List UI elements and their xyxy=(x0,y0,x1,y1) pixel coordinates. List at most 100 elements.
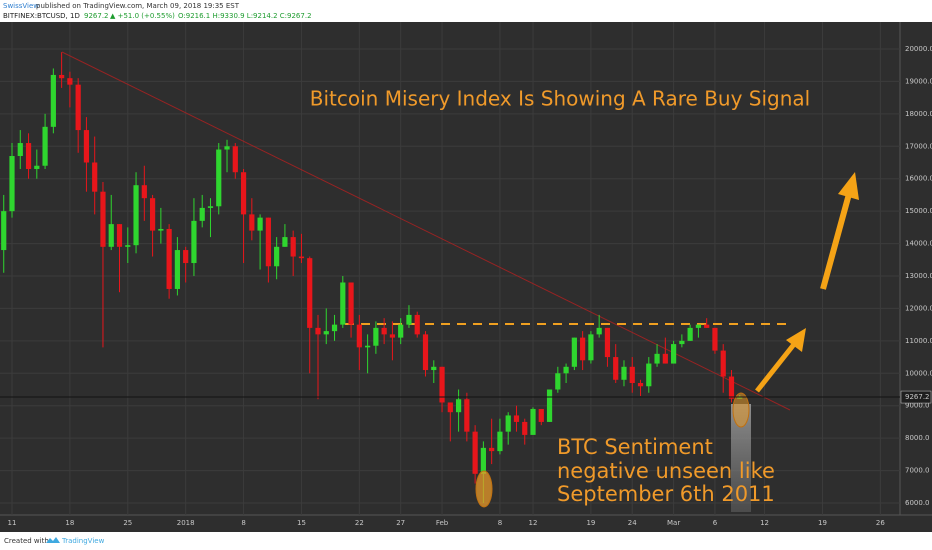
y-tick-label: 7000.0 xyxy=(905,467,930,475)
candle-body xyxy=(100,191,106,247)
candle-body xyxy=(480,447,486,474)
x-tick-label: 22 xyxy=(355,519,364,527)
x-tick-label: 18 xyxy=(65,519,74,527)
candle-body xyxy=(224,146,230,150)
annotation: BTC Sentiment xyxy=(557,435,713,459)
x-tick-label: 2018 xyxy=(177,519,195,527)
candle-body xyxy=(538,408,544,422)
ohlc: O:9216.1 H:9330.9 L:9214.2 C:9267.2 xyxy=(178,12,312,20)
candle-body xyxy=(373,327,379,346)
tv-logo xyxy=(46,537,60,543)
candle-body xyxy=(720,350,726,377)
change: ▲ +51.0 (+0.55%) xyxy=(110,12,175,20)
candle-body xyxy=(274,246,280,267)
candle-body xyxy=(455,399,462,413)
candle-body xyxy=(414,314,420,335)
candle-body xyxy=(381,327,387,335)
candle-body xyxy=(563,366,569,374)
candle-body xyxy=(431,366,437,371)
candle-body xyxy=(365,345,371,348)
arrow-big xyxy=(820,193,852,290)
y-tick-label: 14000.0 xyxy=(905,240,932,248)
y-tick-label: 9000.0 xyxy=(905,402,930,410)
x-tick-label: 8 xyxy=(498,519,502,527)
candle-body xyxy=(662,353,668,364)
candle-body xyxy=(315,327,321,335)
candle-body xyxy=(687,327,693,341)
candle-body xyxy=(522,421,528,435)
footer-created: Created with xyxy=(4,537,49,545)
x-tick-label: 19 xyxy=(586,519,595,527)
candle-body xyxy=(637,383,644,387)
candle-body xyxy=(67,78,73,85)
x-tick-label: Mar xyxy=(667,519,680,527)
oval-feb xyxy=(475,470,493,508)
x-tick-label: 15 xyxy=(297,519,306,527)
y-tick-label: 13000.0 xyxy=(905,272,932,280)
candle-body xyxy=(621,366,627,380)
candle-body xyxy=(183,250,189,264)
candle-body xyxy=(323,331,329,335)
x-tick-label: 11 xyxy=(8,519,17,527)
candle-body xyxy=(199,207,205,221)
footer-bg xyxy=(0,532,932,550)
candle-body xyxy=(546,389,553,422)
chart-title: Bitcoin Misery Index Is Showing A Rare B… xyxy=(310,87,810,111)
y-tick-label: 6000.0 xyxy=(905,499,930,507)
y-tick-label: 20000.0 xyxy=(905,45,932,53)
x-tick-label: 24 xyxy=(628,519,637,527)
candle-body xyxy=(695,324,702,328)
x-tick-label: Feb xyxy=(436,519,449,527)
candle-body xyxy=(1,211,7,251)
candle-body xyxy=(712,327,718,351)
candle-body xyxy=(588,334,594,361)
trend-line xyxy=(61,51,791,411)
y-tick-label: 8000.0 xyxy=(905,434,930,442)
candle-body xyxy=(398,324,404,338)
candle-body xyxy=(75,84,81,131)
candle-body xyxy=(9,156,15,212)
candle-body xyxy=(191,220,197,264)
last-price: 9267.2 xyxy=(84,12,109,20)
candle-body xyxy=(298,256,305,259)
published: published on TradingView.com, March 09, … xyxy=(36,2,240,10)
candle-body xyxy=(133,185,139,246)
candle-body xyxy=(141,185,147,199)
candle-body xyxy=(513,415,520,422)
oval-mar xyxy=(732,392,750,428)
y-tick-label: 17000.0 xyxy=(905,142,932,150)
shade-box xyxy=(731,404,751,512)
candle-body xyxy=(596,327,602,335)
candle-body xyxy=(83,130,90,163)
x-tick-label: 12 xyxy=(760,519,769,527)
candle-body xyxy=(580,337,586,361)
candle-body xyxy=(25,143,32,169)
author: SwissView xyxy=(3,2,39,10)
candle-body xyxy=(356,324,362,348)
y-tick-label: 19000.0 xyxy=(905,77,932,85)
y-tick-label: 10000.0 xyxy=(905,369,932,377)
last-price-tag xyxy=(900,390,932,404)
candle-body xyxy=(240,172,247,215)
candle-body xyxy=(571,337,577,367)
candle-body xyxy=(307,258,313,328)
candle-body xyxy=(116,224,123,247)
x-tick-label: 25 xyxy=(123,519,132,527)
plot-bg xyxy=(0,22,932,532)
candle-body xyxy=(125,245,131,247)
candle-body xyxy=(728,376,735,399)
candle-body xyxy=(34,165,40,169)
symbol: BITFINEX:BTCUSD, 1D xyxy=(3,12,80,20)
candle-body xyxy=(216,149,222,207)
candle-body xyxy=(604,327,611,358)
x-tick-label: 8 xyxy=(241,519,245,527)
x-tick-label: 26 xyxy=(876,519,885,527)
candle-body xyxy=(629,366,635,384)
candle-body xyxy=(17,143,23,157)
candle-body xyxy=(257,217,263,231)
x-tick-label: 6 xyxy=(713,519,718,527)
candle-body xyxy=(464,399,470,432)
candle-body xyxy=(249,214,255,231)
candle-body xyxy=(389,334,396,338)
